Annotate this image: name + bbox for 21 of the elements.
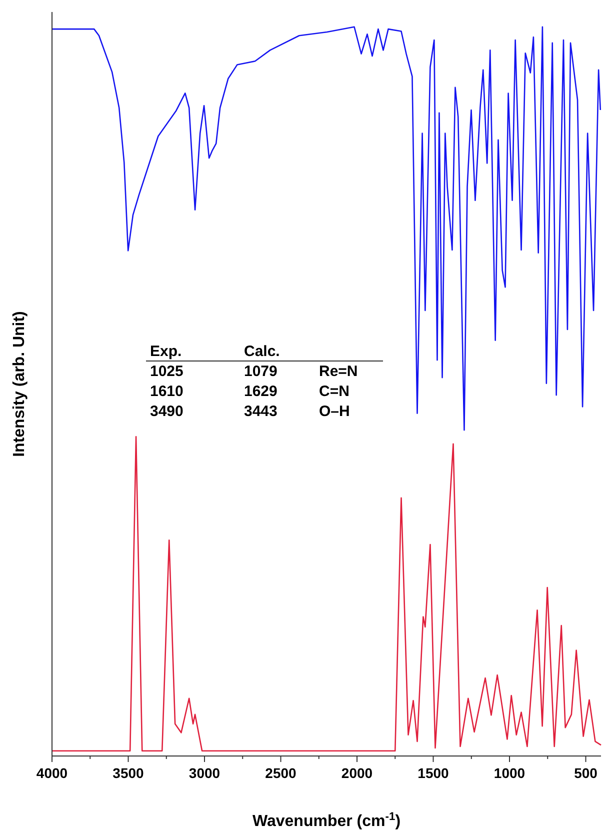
annotation: Re=N [319, 363, 358, 380]
annotation: Exp. [150, 343, 182, 360]
annotation: 3443 [244, 403, 278, 420]
x-tick-label: 500 [574, 765, 598, 781]
annotation: 1610 [150, 383, 184, 400]
annotation: 1025 [150, 363, 184, 380]
annotation: 1079 [244, 363, 278, 380]
annotation: O–H [319, 403, 350, 420]
x-tick-label: 4000 [36, 765, 68, 781]
x-tick-label: 2000 [341, 765, 373, 781]
x-tick-label: 3000 [188, 765, 220, 781]
y-axis-title: Intensity (arb. Unit) [11, 311, 28, 457]
x-tick-label: 2500 [265, 765, 297, 781]
annotation: 3490 [150, 403, 184, 420]
x-axis-title: Wavenumber (cm$^{-1}$) [252, 811, 401, 830]
x-tick-label: 1500 [418, 765, 450, 781]
x-tick-label: 3500 [112, 765, 144, 781]
x-tick-label: 1000 [494, 765, 526, 781]
annotation: C=N [319, 383, 350, 400]
annotation: Calc. [244, 343, 280, 360]
annotation: 1629 [244, 383, 278, 400]
